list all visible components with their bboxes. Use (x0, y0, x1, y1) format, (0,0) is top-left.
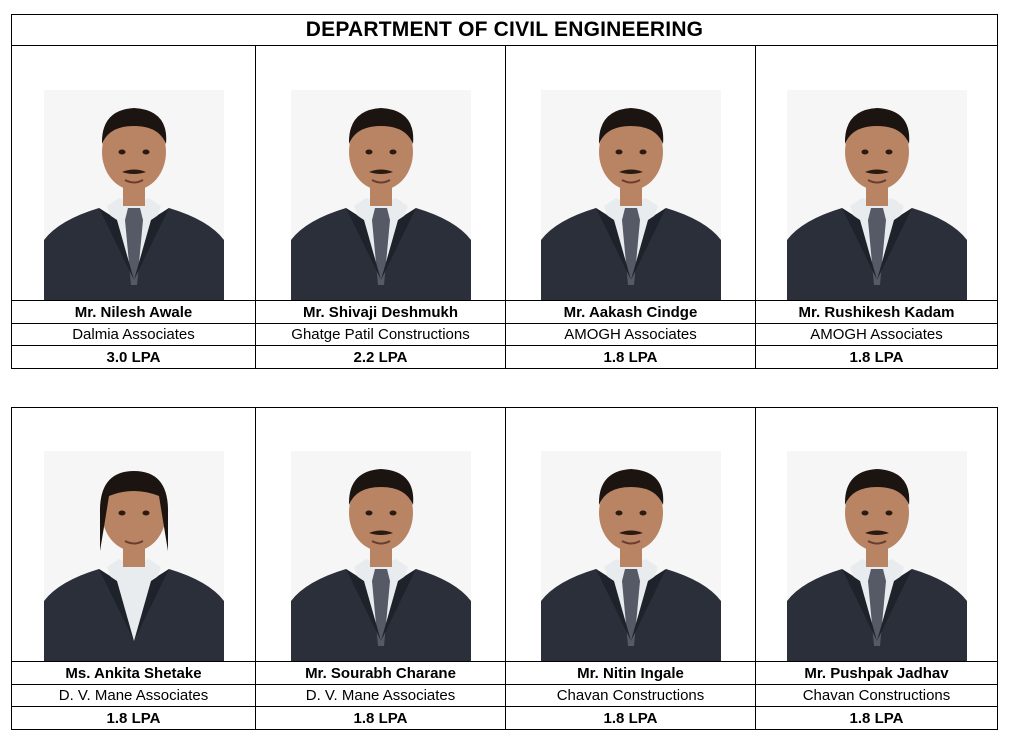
company-name: D. V. Mane Associates (256, 685, 505, 707)
company-name: AMOGH Associates (756, 324, 997, 346)
portrait-illustration (290, 451, 471, 661)
portrait-illustration (43, 90, 224, 300)
student-card: Mr. Sourabh Charane D. V. Mane Associate… (256, 408, 506, 729)
company-name: Dalmia Associates (12, 324, 255, 346)
company-name: Chavan Constructions (506, 685, 755, 707)
package: 1.8 LPA (353, 709, 408, 727)
student-name: Mr. Aakash Cindge (506, 301, 755, 324)
package: 1.8 LPA (603, 348, 658, 366)
package: 1.8 LPA (849, 348, 904, 366)
student-card: Mr. Rushikesh Kadam AMOGH Associates 1.8… (756, 46, 997, 368)
student-photo (256, 408, 505, 662)
student-card: Mr. Aakash Cindge AMOGH Associates 1.8 L… (506, 46, 756, 368)
portrait-illustration (786, 90, 967, 300)
student-photo (12, 408, 255, 662)
page-title: DEPARTMENT OF CIVIL ENGINEERING (12, 15, 997, 46)
student-photo (506, 408, 755, 662)
company-name: Ghatge Patil Constructions (256, 324, 505, 346)
company-name: D. V. Mane Associates (12, 685, 255, 707)
student-name: Mr. Rushikesh Kadam (756, 301, 997, 324)
package: 2.2 LPA (353, 348, 408, 366)
student-card: Mr. Nilesh Awale Dalmia Associates 3.0 L… (12, 46, 256, 368)
student-name: Ms. Ankita Shetake (12, 662, 255, 685)
student-name: Mr. Pushpak Jadhav (756, 662, 997, 685)
placement-table-top: DEPARTMENT OF CIVIL ENGINEERING Mr. Nile… (11, 14, 998, 369)
student-name: Mr. Sourabh Charane (256, 662, 505, 685)
placement-table-bottom: Ms. Ankita Shetake D. V. Mane Associates… (11, 407, 998, 730)
student-card: Mr. Pushpak Jadhav Chavan Constructions … (756, 408, 997, 729)
package: 1.8 LPA (603, 709, 658, 727)
student-photo (256, 46, 505, 301)
portrait-illustration (540, 90, 721, 300)
package: 1.8 LPA (849, 709, 904, 727)
package: 3.0 LPA (106, 348, 161, 366)
student-name: Mr. Nitin Ingale (506, 662, 755, 685)
student-photo (506, 46, 755, 301)
student-card: Ms. Ankita Shetake D. V. Mane Associates… (12, 408, 256, 729)
student-photo (756, 46, 997, 301)
portrait-illustration (786, 451, 967, 661)
portrait-illustration (43, 451, 224, 661)
student-card: Mr. Nitin Ingale Chavan Constructions 1.… (506, 408, 756, 729)
company-name: Chavan Constructions (756, 685, 997, 707)
portrait-illustration (540, 451, 721, 661)
student-photo (12, 46, 255, 301)
portrait-illustration (290, 90, 471, 300)
student-name: Mr. Shivaji Deshmukh (256, 301, 505, 324)
student-name: Mr. Nilesh Awale (12, 301, 255, 324)
student-photo (756, 408, 997, 662)
company-name: AMOGH Associates (506, 324, 755, 346)
package: 1.8 LPA (106, 709, 161, 727)
student-card: Mr. Shivaji Deshmukh Ghatge Patil Constr… (256, 46, 506, 368)
